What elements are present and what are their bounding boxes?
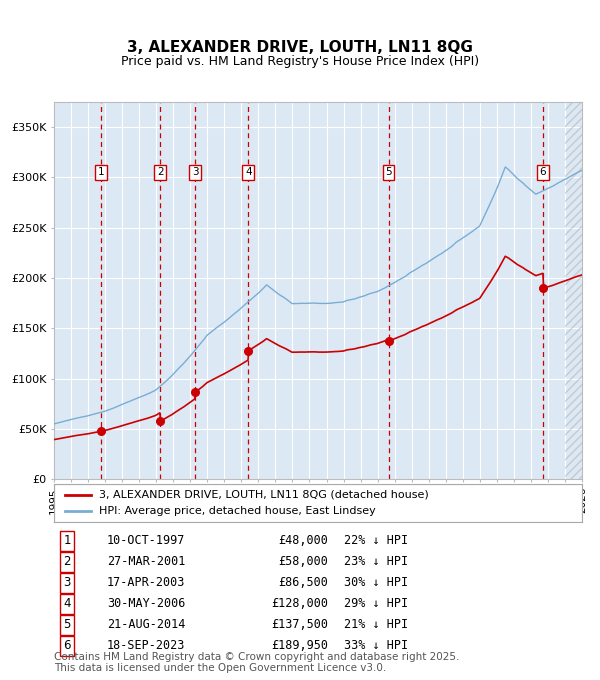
Text: 1: 1 xyxy=(64,534,71,547)
Text: 30-MAY-2006: 30-MAY-2006 xyxy=(107,597,185,610)
Text: 29% ↓ HPI: 29% ↓ HPI xyxy=(344,597,409,610)
Text: Contains HM Land Registry data © Crown copyright and database right 2025.
This d: Contains HM Land Registry data © Crown c… xyxy=(54,651,460,673)
Text: 3, ALEXANDER DRIVE, LOUTH, LN11 8QG: 3, ALEXANDER DRIVE, LOUTH, LN11 8QG xyxy=(127,40,473,55)
Text: 21-AUG-2014: 21-AUG-2014 xyxy=(107,618,185,631)
Text: £137,500: £137,500 xyxy=(272,618,329,631)
Text: £128,000: £128,000 xyxy=(272,597,329,610)
Text: 30% ↓ HPI: 30% ↓ HPI xyxy=(344,577,409,590)
Text: £86,500: £86,500 xyxy=(278,577,329,590)
Text: 10-OCT-1997: 10-OCT-1997 xyxy=(107,534,185,547)
Text: 23% ↓ HPI: 23% ↓ HPI xyxy=(344,556,409,568)
Text: £58,000: £58,000 xyxy=(278,556,329,568)
Text: 1: 1 xyxy=(98,167,104,177)
Text: 3: 3 xyxy=(192,167,199,177)
Text: 3: 3 xyxy=(64,577,71,590)
Text: 33% ↓ HPI: 33% ↓ HPI xyxy=(344,639,409,652)
Text: 6: 6 xyxy=(539,167,547,177)
Text: 2: 2 xyxy=(157,167,164,177)
Text: 22% ↓ HPI: 22% ↓ HPI xyxy=(344,534,409,547)
Text: 17-APR-2003: 17-APR-2003 xyxy=(107,577,185,590)
Text: 4: 4 xyxy=(245,167,251,177)
Text: 3, ALEXANDER DRIVE, LOUTH, LN11 8QG (detached house): 3, ALEXANDER DRIVE, LOUTH, LN11 8QG (det… xyxy=(99,490,428,500)
Text: 6: 6 xyxy=(64,639,71,652)
Text: 21% ↓ HPI: 21% ↓ HPI xyxy=(344,618,409,631)
FancyBboxPatch shape xyxy=(54,484,582,522)
Text: 5: 5 xyxy=(64,618,71,631)
Text: 27-MAR-2001: 27-MAR-2001 xyxy=(107,556,185,568)
Text: 18-SEP-2023: 18-SEP-2023 xyxy=(107,639,185,652)
Text: 2: 2 xyxy=(64,556,71,568)
Text: £48,000: £48,000 xyxy=(278,534,329,547)
Text: 4: 4 xyxy=(64,597,71,610)
Text: 5: 5 xyxy=(385,167,392,177)
Text: Price paid vs. HM Land Registry's House Price Index (HPI): Price paid vs. HM Land Registry's House … xyxy=(121,54,479,68)
Text: HPI: Average price, detached house, East Lindsey: HPI: Average price, detached house, East… xyxy=(99,506,376,516)
Text: £189,950: £189,950 xyxy=(272,639,329,652)
